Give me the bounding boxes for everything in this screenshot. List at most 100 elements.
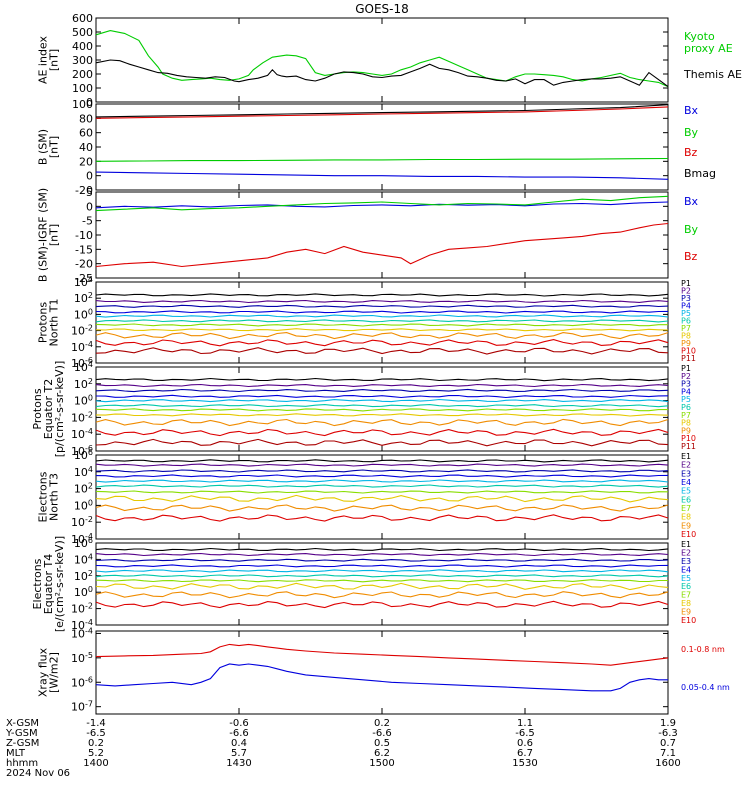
- legend-label: By: [684, 223, 699, 236]
- legend-label: E6: [681, 582, 691, 591]
- legend-label: Bz: [684, 146, 698, 159]
- footer-row-label: X-GSM: [6, 718, 39, 729]
- legend-label: P2: [681, 372, 691, 381]
- y-tick-label: 104: [74, 275, 93, 289]
- plot-title: GOES-18: [355, 2, 409, 16]
- legend-label: P10: [681, 434, 696, 443]
- footer-row-label: Z-GSM: [6, 738, 39, 749]
- series-line-e7: [95, 579, 668, 583]
- y-tick-label: 106: [74, 448, 93, 462]
- series-line-p1: [95, 377, 669, 382]
- series-line-e2: [95, 463, 669, 467]
- footer-ephemeris: X-GSM -1.4 -0.6 0.2 1.1 1.9 Y-GSM -6.5 -6.6 -6.6 -…: [5, 718, 681, 779]
- series-line-p11: [95, 438, 669, 447]
- series-line-p8: [95, 328, 669, 332]
- legend-label: P8: [681, 419, 691, 428]
- series-line-e4: [95, 564, 669, 568]
- y-tick-label: 100: [72, 98, 93, 111]
- footer-value: 0.2: [374, 718, 390, 729]
- series-line-p3: [95, 304, 669, 308]
- series-line-p10: [95, 339, 669, 347]
- footer-row-label: MLT: [6, 748, 26, 759]
- series-line-e2: [95, 552, 669, 557]
- footer-value: -6.6: [229, 728, 249, 739]
- y-tick-label: 100: [74, 498, 93, 512]
- legend-label: P2: [681, 287, 691, 296]
- y-tick-label: -20: [75, 184, 93, 197]
- legend-label: P11: [681, 442, 696, 451]
- legend-label: P4: [681, 302, 691, 311]
- y-axis-label-line: [e/(cm²-s-sr-keV)]: [53, 536, 66, 632]
- legend-label: P4: [681, 387, 691, 396]
- footer-value: 1400: [83, 758, 108, 769]
- legend-label: E10: [681, 530, 696, 539]
- legend-label: E8: [681, 599, 691, 608]
- footer-value: -6.6: [372, 728, 392, 739]
- y-tick-label: 10-5: [71, 651, 93, 665]
- series-line-kyoto-proxy-ae: [95, 30, 669, 88]
- legend-label: Kyoto: [684, 30, 715, 43]
- series-line-e1: [95, 547, 669, 552]
- footer-row-label: Y-GSM: [5, 728, 38, 739]
- legend-label: E2: [681, 548, 691, 557]
- series-line-bx: [95, 171, 669, 180]
- legend-label: E1: [681, 452, 691, 461]
- legend-label: P11: [681, 354, 696, 363]
- y-tick-label: 0: [86, 96, 93, 109]
- legend-label: P8: [681, 332, 691, 341]
- y-axis-label-line: [W/m2]: [48, 652, 61, 693]
- legend-label: Themis AE: [683, 68, 742, 81]
- footer-value: 1600: [655, 758, 680, 769]
- footer-value: 5.2: [88, 748, 104, 759]
- footer-value: -6.5: [515, 728, 535, 739]
- y-axis-label-line: Xray flux: [37, 647, 50, 697]
- series-line-p4: [95, 394, 669, 399]
- legend-label: Bx: [684, 104, 699, 117]
- legend-label: E5: [681, 487, 691, 496]
- y-tick-label: 104: [74, 360, 93, 374]
- series-line-e6: [95, 484, 669, 488]
- series-line-e6: [95, 574, 669, 578]
- y-tick-label: 106: [74, 536, 93, 550]
- series-line-e10: [95, 514, 669, 522]
- footer-value: 0.5: [374, 738, 390, 749]
- footer-value: 7.1: [660, 748, 676, 759]
- y-tick-label: 300: [72, 54, 93, 67]
- legend-label: E7: [681, 591, 691, 600]
- legend-label: P5: [681, 309, 691, 318]
- series-line-p5: [95, 314, 669, 318]
- y-tick-label: 10-4: [71, 427, 93, 441]
- y-axis-label-line: Equator T4: [42, 554, 55, 614]
- legend-label: E3: [681, 469, 691, 478]
- legend-label: E5: [681, 574, 691, 583]
- footer-value: -1.4: [86, 718, 106, 729]
- y-axis-label-line: Equator T2: [42, 379, 55, 439]
- y-axis-label-line: [nT]: [48, 49, 61, 71]
- y-tick-label: 200: [72, 68, 93, 81]
- y-tick-label: 0: [86, 200, 93, 213]
- panel-xray: 10-7 10-6 10-5 10-4 Xray flux[W/m2] 0.1-0.8 n…: [37, 626, 730, 715]
- y-axis-label-line: Protons: [31, 388, 44, 429]
- series-line-by: [95, 195, 669, 212]
- y-tick-label: 100: [74, 394, 93, 408]
- footer-value: 0.7: [660, 738, 676, 749]
- series-line-e9: [95, 591, 669, 599]
- legend-label: 0.05-0.4 nm: [681, 683, 730, 692]
- legend-label: P9: [681, 426, 691, 435]
- series-line-e3: [95, 558, 669, 562]
- y-tick-label: 100: [72, 82, 93, 95]
- series-line-p6: [95, 319, 669, 323]
- series-line-p7: [95, 408, 668, 412]
- legend-label: P7: [681, 411, 691, 420]
- series-line-e9: [95, 504, 669, 512]
- series-line-themis-ae: [95, 59, 669, 88]
- series-line-p2: [95, 299, 669, 304]
